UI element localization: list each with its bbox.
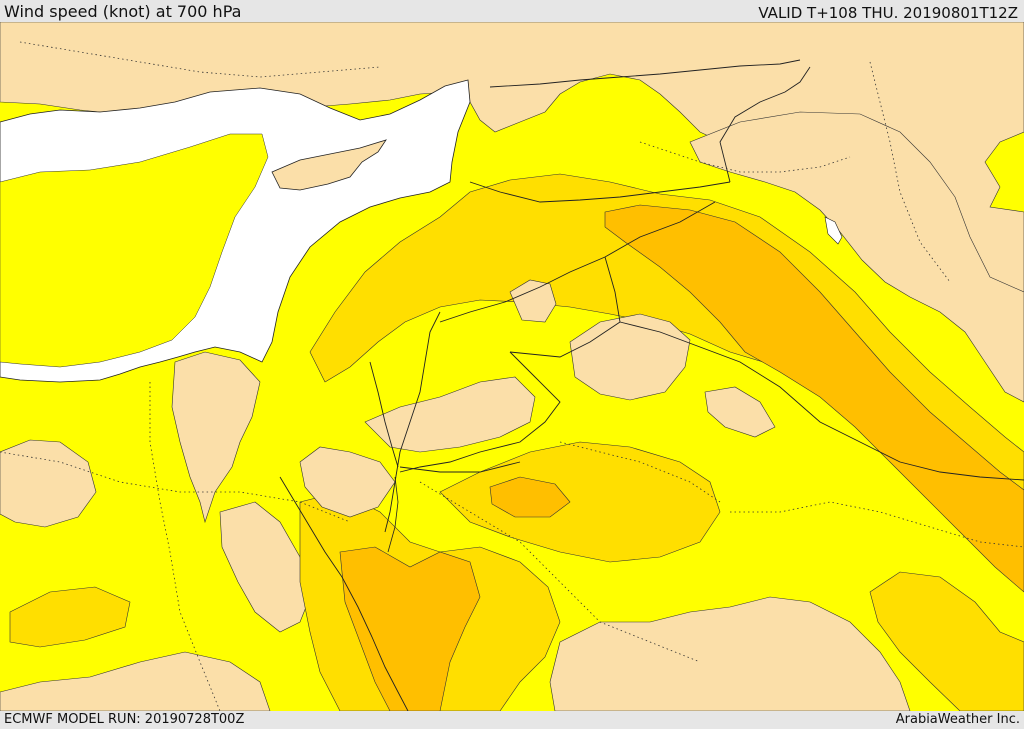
weather-map: [0, 22, 1024, 711]
map-footer: ECMWF MODEL RUN: 20190728T00Z ArabiaWeat…: [0, 711, 1024, 729]
wind-band-0-10-patch: [509, 279, 557, 323]
wind-band-20-25-southeast: [869, 571, 1024, 711]
wind-band-25-30-arabia: [489, 476, 571, 518]
map-header: Wind speed (knot) at 700 hPa VALID T+108…: [0, 0, 1024, 22]
map-title: Wind speed (knot) at 700 hPa: [4, 2, 242, 21]
sea-caspian: [824, 216, 843, 245]
coastline-redsea: [279, 476, 409, 711]
country-borders: [369, 59, 1024, 533]
wind-band-0-10-nile: [171, 351, 261, 524]
admin-borders: [0, 41, 1024, 711]
wind-band-0-10-south: [0, 651, 271, 711]
wind-band-10-20-sea: [0, 133, 269, 368]
wind-band-20-25-southwest: [9, 586, 131, 648]
wind-band-25-30-jet: [604, 204, 1024, 593]
wind-band-0-10-negev: [364, 376, 536, 453]
wind-band-0-10-east: [689, 111, 1024, 403]
wind-band-20-25-arabia: [439, 441, 721, 563]
valid-time: VALID T+108 THU. 20190801T12Z: [758, 4, 1018, 22]
model-run: ECMWF MODEL RUN: 20190728T00Z: [4, 712, 245, 727]
credit: ArabiaWeather Inc.: [895, 712, 1020, 727]
coastline-gulf-of-aqaba: [387, 476, 399, 553]
wind-band-20-25-levant: [309, 173, 1024, 563]
wind-band-0-10-patch-2: [704, 386, 776, 438]
island-cyprus: [271, 139, 387, 191]
wind-band-0-10-saudi-south: [549, 596, 911, 711]
wind-band-0-10-sudan: [219, 501, 313, 633]
wind-band-0-10-sinai: [299, 446, 396, 518]
wind-band-25-30-redsea: [339, 546, 481, 711]
wind-band-0-10-egypt: [0, 439, 97, 528]
